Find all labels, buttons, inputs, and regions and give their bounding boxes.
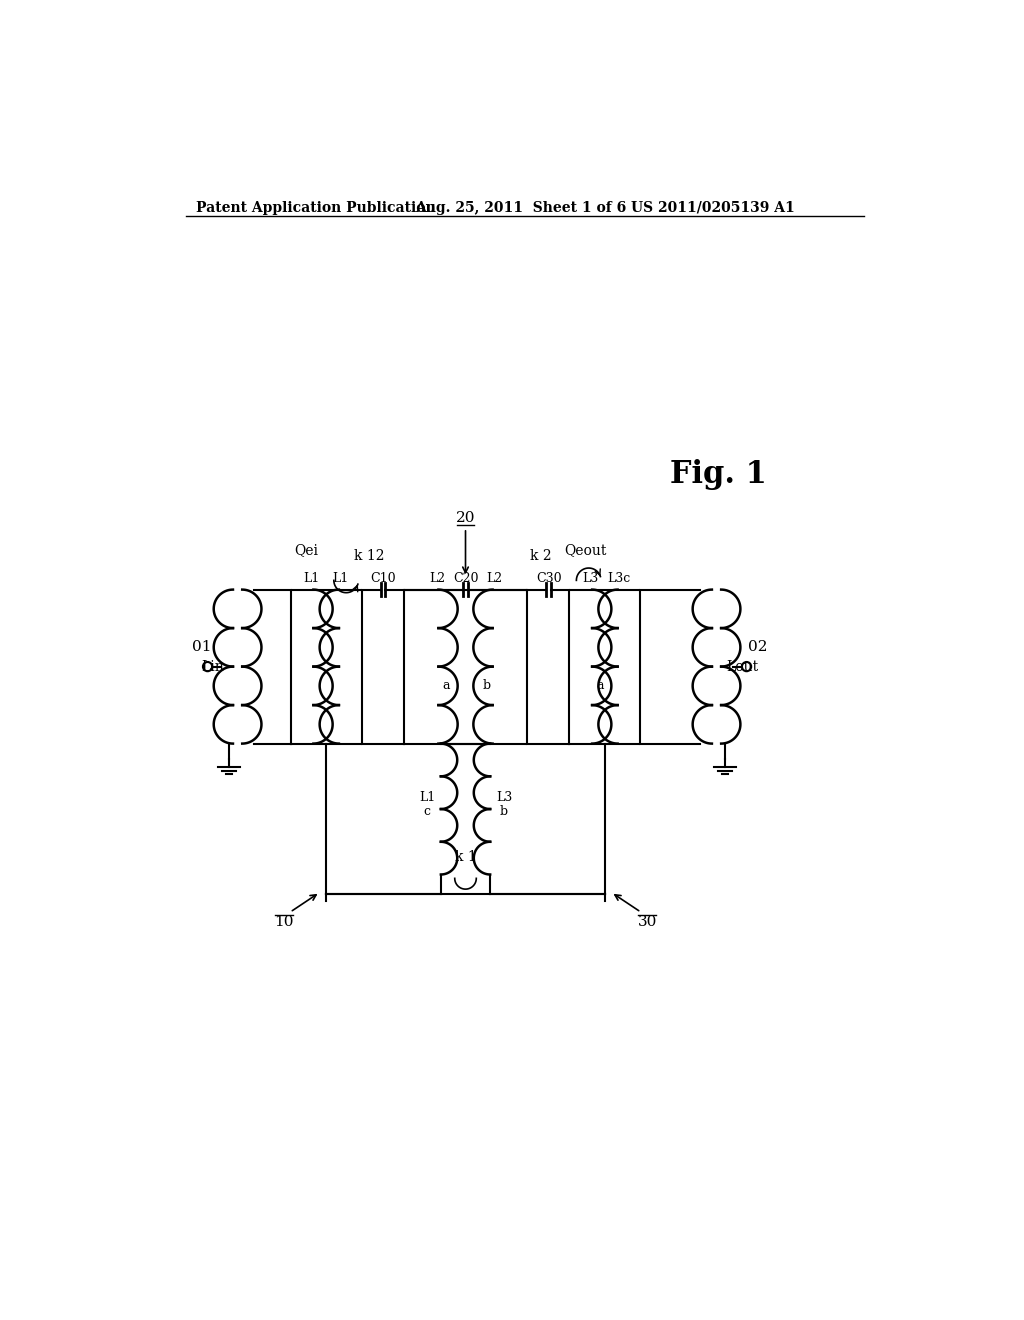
Text: L1: L1: [333, 572, 348, 585]
Text: b: b: [500, 805, 508, 818]
Text: 02: 02: [748, 640, 767, 655]
Text: Qeout: Qeout: [564, 544, 606, 557]
Text: k 2: k 2: [530, 549, 552, 564]
Text: L2: L2: [429, 572, 445, 585]
Text: a: a: [596, 680, 603, 693]
Text: 10: 10: [274, 915, 294, 929]
Text: L3: L3: [583, 572, 599, 585]
Text: L3c: L3c: [607, 572, 631, 585]
Text: 01: 01: [191, 640, 211, 655]
Text: Lin: Lin: [202, 660, 224, 673]
Text: C30: C30: [536, 572, 561, 585]
Text: C10: C10: [371, 572, 396, 585]
Text: c: c: [424, 805, 430, 818]
Text: C20: C20: [453, 572, 478, 585]
Text: L2: L2: [486, 572, 502, 585]
Text: Aug. 25, 2011  Sheet 1 of 6: Aug. 25, 2011 Sheet 1 of 6: [416, 201, 627, 215]
Text: L3: L3: [496, 792, 512, 804]
Text: L1: L1: [419, 792, 435, 804]
Text: Qei: Qei: [295, 544, 318, 557]
Text: Fig. 1: Fig. 1: [670, 459, 766, 490]
Text: a: a: [442, 680, 450, 693]
Text: 30: 30: [638, 915, 657, 929]
Text: Lout: Lout: [727, 660, 759, 673]
Text: k 1: k 1: [455, 850, 476, 865]
Text: US 2011/0205139 A1: US 2011/0205139 A1: [631, 201, 795, 215]
Text: L1: L1: [304, 572, 319, 585]
Text: 20: 20: [456, 511, 475, 525]
Text: b: b: [482, 680, 490, 693]
Text: k 12: k 12: [354, 549, 384, 564]
Text: Patent Application Publication: Patent Application Publication: [196, 201, 435, 215]
